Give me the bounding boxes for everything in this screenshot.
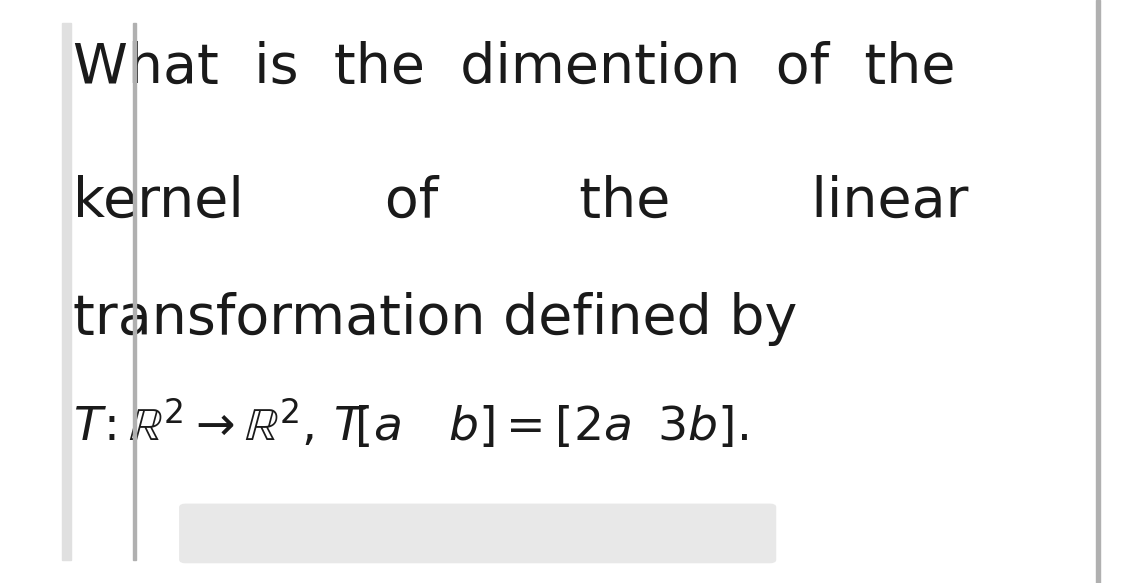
Text: $T\!: \mathbb{R}^2 \rightarrow \mathbb{R}^2,\, T\![a \quad b] = [2a \;\; 3b].$: $T\!: \mathbb{R}^2 \rightarrow \mathbb{R…	[73, 396, 749, 451]
Text: kernel        of        the        linear: kernel of the linear	[73, 175, 969, 229]
Text: What  is  the  dimention  of  the: What is the dimention of the	[73, 41, 955, 95]
Text: transformation defined by: transformation defined by	[73, 292, 797, 346]
